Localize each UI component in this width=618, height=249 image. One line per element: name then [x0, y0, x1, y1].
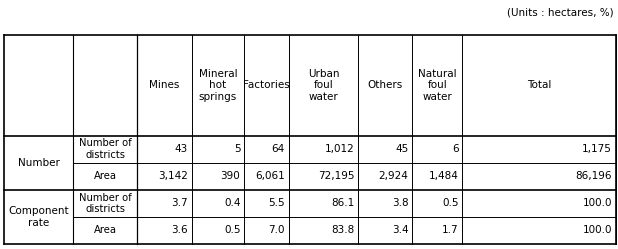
Text: Component
rate: Component rate	[8, 206, 69, 228]
Text: 72,195: 72,195	[318, 171, 355, 181]
Text: 6: 6	[452, 144, 459, 154]
Text: 3.7: 3.7	[171, 198, 188, 208]
Text: 5.5: 5.5	[268, 198, 285, 208]
Text: 1,012: 1,012	[325, 144, 355, 154]
Text: Urban
foul
water: Urban foul water	[308, 69, 339, 102]
Text: 45: 45	[396, 144, 408, 154]
Text: Number of
districts: Number of districts	[78, 193, 132, 214]
Text: 3,142: 3,142	[158, 171, 188, 181]
Text: 86,196: 86,196	[575, 171, 612, 181]
Text: 86.1: 86.1	[331, 198, 355, 208]
Text: 390: 390	[221, 171, 240, 181]
Text: Number of
districts: Number of districts	[78, 138, 132, 160]
Text: 3.6: 3.6	[171, 226, 188, 236]
Text: Number: Number	[18, 158, 59, 168]
Text: 100.0: 100.0	[582, 226, 612, 236]
Text: 1.7: 1.7	[442, 226, 459, 236]
Text: Area: Area	[93, 226, 117, 236]
Text: 6,061: 6,061	[255, 171, 285, 181]
Text: Others: Others	[368, 80, 403, 90]
Text: Natural
foul
water: Natural foul water	[418, 69, 457, 102]
Text: 3.4: 3.4	[392, 226, 408, 236]
Text: 0.5: 0.5	[442, 198, 459, 208]
Text: (Units : hectares, %): (Units : hectares, %)	[507, 7, 614, 17]
Text: Mines: Mines	[149, 80, 180, 90]
Text: Total: Total	[527, 80, 551, 90]
Text: 100.0: 100.0	[582, 198, 612, 208]
Text: Area: Area	[93, 171, 117, 181]
Text: 3.8: 3.8	[392, 198, 408, 208]
Text: 1,175: 1,175	[582, 144, 612, 154]
Text: 83.8: 83.8	[331, 226, 355, 236]
Text: 1,484: 1,484	[429, 171, 459, 181]
Text: Mineral
hot
springs: Mineral hot springs	[198, 69, 237, 102]
Text: Factories: Factories	[243, 80, 290, 90]
Text: 64: 64	[272, 144, 285, 154]
Text: 2,924: 2,924	[379, 171, 408, 181]
Text: 7.0: 7.0	[268, 226, 285, 236]
Text: 0.4: 0.4	[224, 198, 240, 208]
Text: 5: 5	[234, 144, 240, 154]
Text: 43: 43	[175, 144, 188, 154]
Text: 0.5: 0.5	[224, 226, 240, 236]
